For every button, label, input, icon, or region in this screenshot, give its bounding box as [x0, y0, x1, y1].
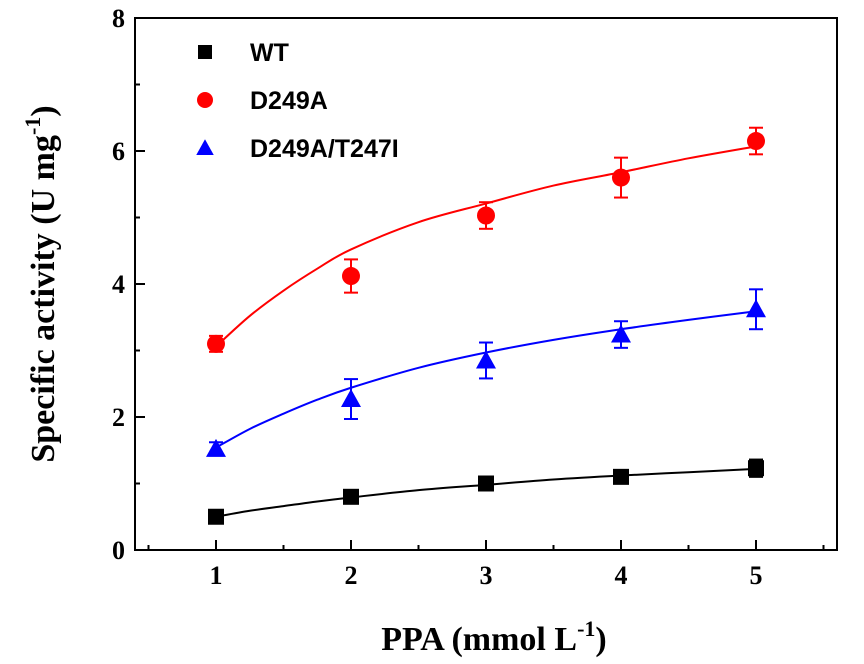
data-point — [342, 267, 360, 286]
data-point — [478, 475, 494, 492]
fit-curve — [215, 145, 757, 348]
y-tick-label: 6 — [112, 137, 125, 166]
legend: WT D249A D249A/T247I — [196, 39, 399, 163]
y-tick-label: 4 — [112, 270, 125, 299]
x-tick-label: 3 — [480, 561, 493, 590]
legend-label: D249A/T247I — [250, 135, 399, 163]
data-point — [613, 468, 629, 485]
data-point — [747, 132, 765, 151]
data-point — [612, 168, 630, 187]
y-axis-title-main: Specific activity (U mg — [25, 135, 62, 463]
error-bars — [209, 126, 763, 522]
data-markers — [206, 132, 766, 525]
y-axis-title-sup: -1 — [20, 117, 45, 135]
x-tick-label: 1 — [210, 561, 223, 590]
legend-marker — [196, 139, 214, 155]
x-axis-title-sup: -1 — [577, 616, 595, 641]
data-point — [748, 460, 764, 477]
legend-marker — [197, 92, 213, 108]
y-tick-label: 0 — [112, 536, 125, 565]
data-point — [341, 389, 361, 408]
y-tick-labels: 0 2 4 6 8 — [112, 4, 125, 565]
data-point — [207, 334, 225, 353]
y-tick-label: 2 — [112, 403, 125, 432]
legend-marker — [198, 45, 212, 59]
legend-label: WT — [250, 39, 289, 67]
data-point — [206, 438, 226, 457]
data-point — [343, 488, 359, 505]
x-tick-label: 5 — [750, 561, 763, 590]
data-point — [208, 508, 224, 525]
x-tick-label: 2 — [345, 561, 358, 590]
axis-ticks — [135, 17, 825, 551]
x-axis-title-close: ) — [595, 621, 606, 658]
y-axis-title: Specific activity (U mg-1) — [20, 105, 62, 462]
x-axis-title: PPA (mmol L-1) — [381, 616, 606, 658]
fit-curves — [215, 145, 757, 518]
y-tick-label: 8 — [112, 4, 125, 33]
data-point — [611, 324, 631, 343]
data-point — [476, 350, 496, 369]
x-tick-label: 4 — [615, 561, 628, 590]
fit-curve — [215, 310, 757, 449]
y-axis-title-close: ) — [25, 105, 62, 116]
data-point — [746, 299, 766, 318]
data-point — [477, 206, 495, 225]
legend-label: D249A — [250, 87, 328, 115]
x-tick-labels: 1 2 3 4 5 — [210, 561, 763, 590]
fit-curve — [215, 467, 757, 518]
x-axis-title-main: PPA (mmol L — [381, 621, 577, 658]
